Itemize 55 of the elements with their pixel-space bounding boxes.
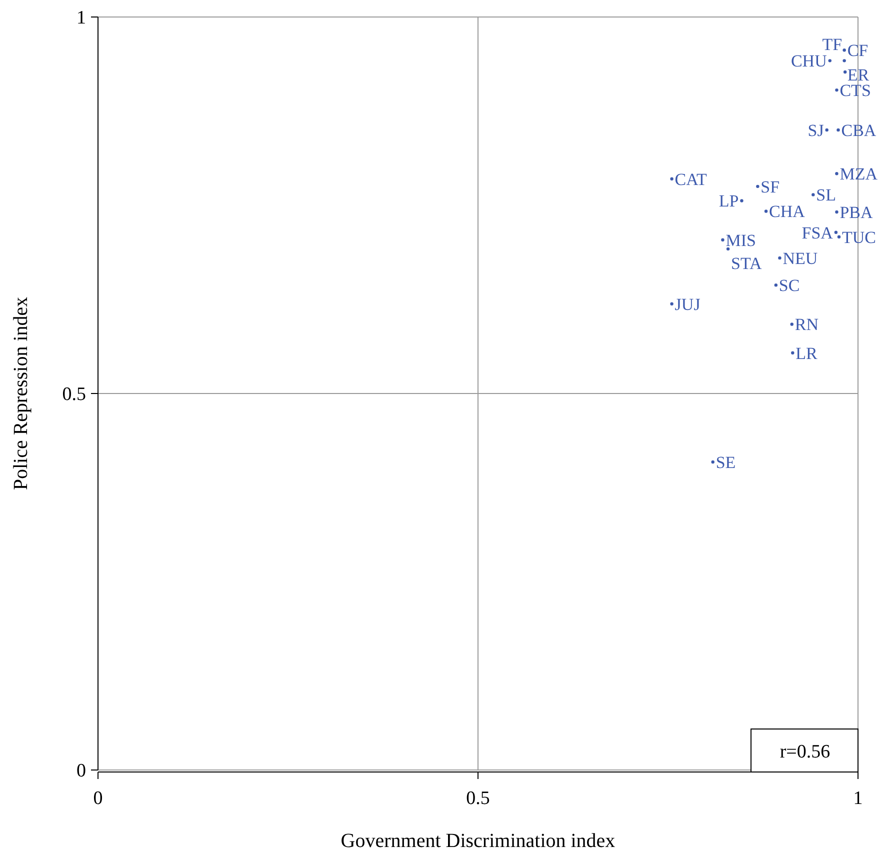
point <box>834 230 838 234</box>
data-label: SL <box>816 186 836 205</box>
data-label: CHA <box>769 202 806 222</box>
point <box>721 238 724 242</box>
data-label: MIS <box>726 230 756 250</box>
point <box>836 128 840 132</box>
data-label: CHU <box>790 52 827 71</box>
data-label: SF <box>760 177 780 196</box>
point <box>778 256 782 260</box>
point <box>670 302 674 306</box>
y-tick-label: 0.5 <box>62 384 86 406</box>
point <box>843 70 847 74</box>
annotation: r=0.56 <box>780 742 830 763</box>
point <box>842 48 846 52</box>
point <box>835 88 838 92</box>
point <box>711 460 714 464</box>
point <box>835 210 838 214</box>
data-label: STA <box>731 254 763 273</box>
point <box>842 59 846 62</box>
point <box>774 283 778 287</box>
data-label: RN <box>794 315 819 334</box>
x-axis-title: Government Discrimination index <box>340 830 616 852</box>
data-label: MZA <box>840 164 878 184</box>
y-axis-title: Police Repression index <box>10 296 32 490</box>
x-tick-label: 0 <box>93 788 103 809</box>
data-label: SE <box>716 452 736 472</box>
point <box>828 59 832 62</box>
y-tick-label: 0 <box>76 760 86 782</box>
data-label: SC <box>778 276 800 296</box>
y-tick-label: 1 <box>76 8 86 29</box>
data-label: PBA <box>840 202 874 222</box>
point <box>790 322 794 326</box>
point <box>764 210 768 213</box>
x-tick-label: 1 <box>853 788 863 809</box>
point <box>825 128 828 132</box>
point <box>756 184 760 188</box>
point <box>835 172 838 176</box>
data-label: TF <box>822 34 842 54</box>
point <box>740 199 744 202</box>
point <box>791 351 794 354</box>
data-label: JUJ <box>674 294 701 314</box>
data-label: NEU <box>782 248 818 268</box>
data-label: TUC <box>842 228 876 247</box>
point <box>812 193 815 196</box>
x-tick-label: 0.5 <box>466 788 490 809</box>
data-label: CF <box>847 41 868 60</box>
data-label: LR <box>796 344 818 363</box>
data-label: LP <box>718 192 739 211</box>
data-label: CBA <box>841 120 877 140</box>
point <box>726 247 730 251</box>
point <box>670 177 674 180</box>
data-label: FSA <box>802 223 834 242</box>
data-label: CAT <box>674 170 708 189</box>
point <box>837 235 841 238</box>
data-label: SJ <box>808 120 824 140</box>
